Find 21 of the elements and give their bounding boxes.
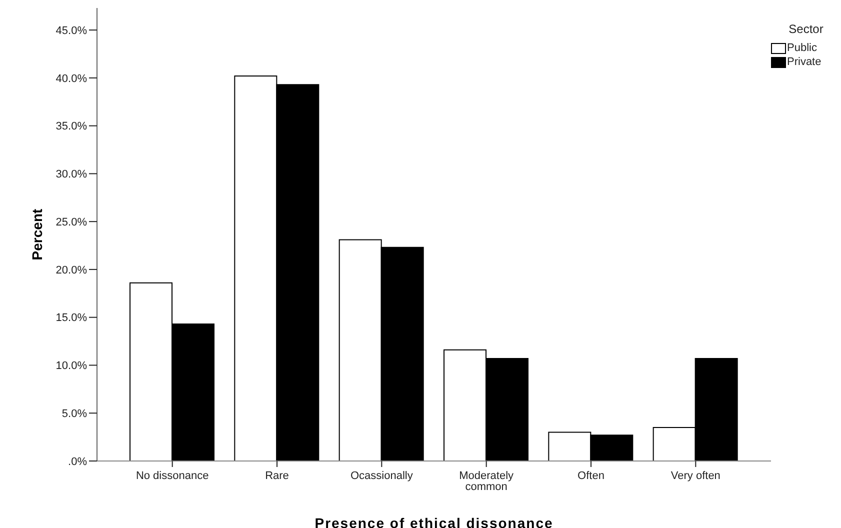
y-tick-label: 40.0%: [56, 72, 88, 85]
y-tick-label: 15.0%: [56, 312, 88, 324]
y-tick-label: 45.0%: [56, 24, 88, 37]
x-tick-label: Often: [578, 470, 604, 482]
x-tick-label: Moderately common: [459, 470, 514, 493]
y-tick-label: 30.0%: [56, 168, 88, 181]
x-axis-title: Presence of ethical dissonance: [314, 514, 554, 528]
legend-label: Public: [787, 42, 817, 54]
y-tick-label: 20.0%: [56, 264, 88, 276]
y-tick-label: 5.0%: [62, 408, 88, 420]
x-tick-label: Ocassionally: [350, 470, 414, 482]
y-axis-title: Percent: [28, 208, 45, 260]
y-tick-label: 25.0%: [56, 216, 88, 228]
y-tick-label: 10.0%: [56, 360, 88, 372]
x-tick-label: Rare: [265, 470, 289, 482]
y-tick-label: 35.0%: [56, 120, 88, 133]
legend-title: Sector: [788, 22, 824, 36]
legend-label: Private: [787, 56, 822, 68]
x-tick-label: No dissonance: [136, 470, 209, 482]
y-tick-label: .0%: [68, 456, 88, 468]
x-tick-label: Very often: [670, 470, 720, 482]
